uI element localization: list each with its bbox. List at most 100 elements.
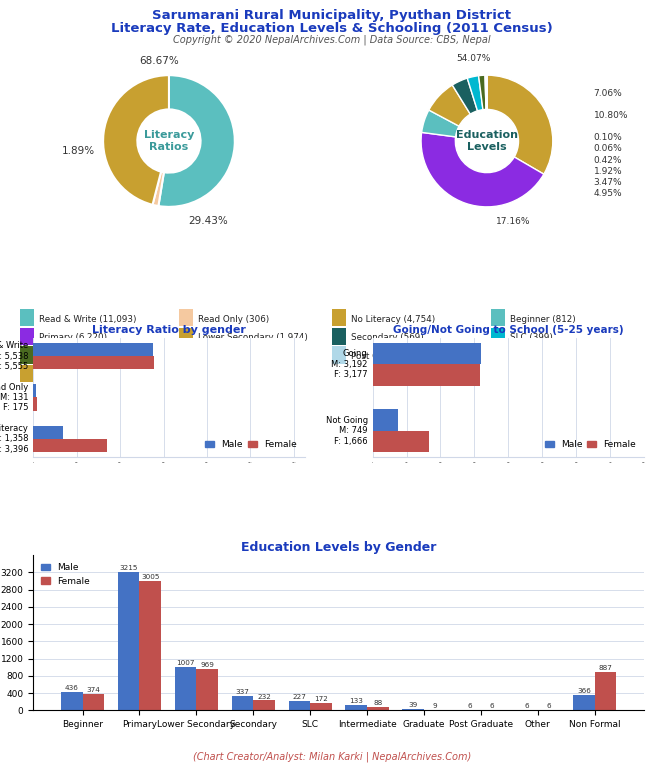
Text: 17.16%: 17.16% bbox=[496, 217, 531, 226]
Text: Lower Secondary (1,974): Lower Secondary (1,974) bbox=[198, 333, 307, 343]
Bar bbox=[179, 346, 193, 363]
Text: 969: 969 bbox=[201, 662, 214, 668]
Text: 4.95%: 4.95% bbox=[594, 189, 622, 198]
Text: 172: 172 bbox=[314, 697, 328, 702]
Text: Copyright © 2020 NepalArchives.Com | Data Source: CBS, Nepal: Copyright © 2020 NepalArchives.Com | Dat… bbox=[173, 35, 491, 45]
Bar bbox=[491, 309, 505, 326]
Wedge shape bbox=[422, 110, 459, 137]
Bar bbox=[175, 667, 197, 710]
Text: Literacy
Ratios: Literacy Ratios bbox=[144, 131, 194, 152]
Wedge shape bbox=[467, 76, 483, 111]
Text: 10.80%: 10.80% bbox=[594, 111, 628, 121]
Text: 3215: 3215 bbox=[120, 565, 138, 571]
Text: Primary (6,220): Primary (6,220) bbox=[39, 333, 107, 343]
Wedge shape bbox=[429, 85, 470, 126]
Bar bbox=[373, 431, 429, 452]
Bar bbox=[345, 705, 367, 710]
Bar bbox=[20, 309, 34, 326]
Text: Intermediate (221): Intermediate (221) bbox=[39, 353, 121, 361]
Bar bbox=[33, 343, 153, 356]
Bar bbox=[332, 346, 346, 363]
Bar bbox=[20, 346, 34, 363]
Wedge shape bbox=[103, 75, 169, 205]
Text: 337: 337 bbox=[236, 689, 250, 695]
Text: 887: 887 bbox=[598, 665, 612, 671]
Text: 3.47%: 3.47% bbox=[594, 178, 622, 187]
Bar bbox=[179, 328, 193, 345]
Text: Sarumarani Rural Municipality, Pyuthan District: Sarumarani Rural Municipality, Pyuthan D… bbox=[153, 9, 511, 22]
Text: Others (11): Others (11) bbox=[510, 353, 560, 361]
Bar bbox=[289, 700, 310, 710]
Text: 227: 227 bbox=[292, 694, 306, 700]
Bar bbox=[573, 694, 595, 710]
Text: 9: 9 bbox=[432, 703, 437, 709]
Bar bbox=[20, 365, 34, 382]
Bar bbox=[367, 707, 388, 710]
Bar bbox=[332, 309, 346, 326]
Bar bbox=[33, 439, 107, 452]
Text: 68.67%: 68.67% bbox=[139, 55, 179, 66]
Title: Going/Not Going to School (5-25 years): Going/Not Going to School (5-25 years) bbox=[393, 326, 623, 336]
Text: No Literacy (4,754): No Literacy (4,754) bbox=[351, 315, 435, 324]
Bar bbox=[232, 696, 253, 710]
Text: Graduate (48): Graduate (48) bbox=[198, 353, 260, 361]
Text: 6: 6 bbox=[525, 703, 529, 710]
Text: Read Only (306): Read Only (306) bbox=[198, 315, 269, 324]
Wedge shape bbox=[452, 78, 477, 114]
Bar bbox=[332, 328, 346, 345]
Text: 29.43%: 29.43% bbox=[189, 217, 228, 227]
Text: Non Formal (1,243): Non Formal (1,243) bbox=[39, 371, 123, 380]
Bar bbox=[373, 409, 398, 431]
Text: 7.06%: 7.06% bbox=[594, 89, 622, 98]
Text: 6: 6 bbox=[546, 703, 551, 710]
Legend: Male, Female: Male, Female bbox=[38, 560, 94, 589]
Text: 39: 39 bbox=[408, 702, 418, 708]
Text: 0.06%: 0.06% bbox=[594, 144, 622, 154]
Bar bbox=[402, 709, 424, 710]
Text: 3005: 3005 bbox=[141, 574, 159, 580]
Bar bbox=[253, 700, 275, 710]
Bar bbox=[20, 328, 34, 345]
Text: Beginner (812): Beginner (812) bbox=[510, 315, 576, 324]
Bar bbox=[118, 571, 139, 710]
Bar bbox=[139, 581, 161, 710]
Bar bbox=[33, 356, 154, 369]
Bar bbox=[595, 672, 616, 710]
Wedge shape bbox=[485, 75, 487, 109]
Title: Education Levels by Gender: Education Levels by Gender bbox=[241, 541, 436, 554]
Wedge shape bbox=[479, 75, 486, 110]
Legend: Male, Female: Male, Female bbox=[202, 437, 300, 453]
Wedge shape bbox=[421, 132, 544, 207]
Text: 374: 374 bbox=[86, 687, 100, 694]
Bar bbox=[33, 384, 36, 398]
Bar bbox=[373, 364, 480, 386]
Wedge shape bbox=[487, 75, 553, 174]
Text: Post Graduate (7): Post Graduate (7) bbox=[351, 353, 428, 361]
Bar bbox=[310, 703, 332, 710]
Text: 1.89%: 1.89% bbox=[62, 146, 95, 156]
Bar bbox=[179, 309, 193, 326]
Title: Literacy Ratio by gender: Literacy Ratio by gender bbox=[92, 326, 246, 336]
Text: (Chart Creator/Analyst: Milan Karki | NepalArchives.Com): (Chart Creator/Analyst: Milan Karki | Ne… bbox=[193, 751, 471, 762]
Bar bbox=[61, 692, 82, 710]
Text: 6: 6 bbox=[489, 703, 494, 710]
Bar bbox=[491, 346, 505, 363]
Text: Read & Write (11,093): Read & Write (11,093) bbox=[39, 315, 136, 324]
Wedge shape bbox=[153, 171, 164, 206]
Text: Education
Levels: Education Levels bbox=[456, 131, 518, 152]
Bar bbox=[82, 694, 104, 710]
Text: 366: 366 bbox=[577, 688, 591, 694]
Text: 1007: 1007 bbox=[177, 660, 195, 666]
Text: Secondary (569): Secondary (569) bbox=[351, 333, 424, 343]
Text: 54.07%: 54.07% bbox=[457, 55, 491, 63]
Text: 88: 88 bbox=[373, 700, 382, 706]
Bar bbox=[491, 328, 505, 345]
Bar bbox=[373, 343, 481, 364]
Bar bbox=[33, 425, 62, 439]
Legend: Male, Female: Male, Female bbox=[541, 437, 639, 453]
Text: 436: 436 bbox=[65, 685, 79, 691]
Text: SLC (399): SLC (399) bbox=[510, 333, 552, 343]
Text: 0.10%: 0.10% bbox=[594, 133, 622, 142]
Text: 6: 6 bbox=[467, 703, 472, 710]
Bar bbox=[197, 669, 218, 710]
